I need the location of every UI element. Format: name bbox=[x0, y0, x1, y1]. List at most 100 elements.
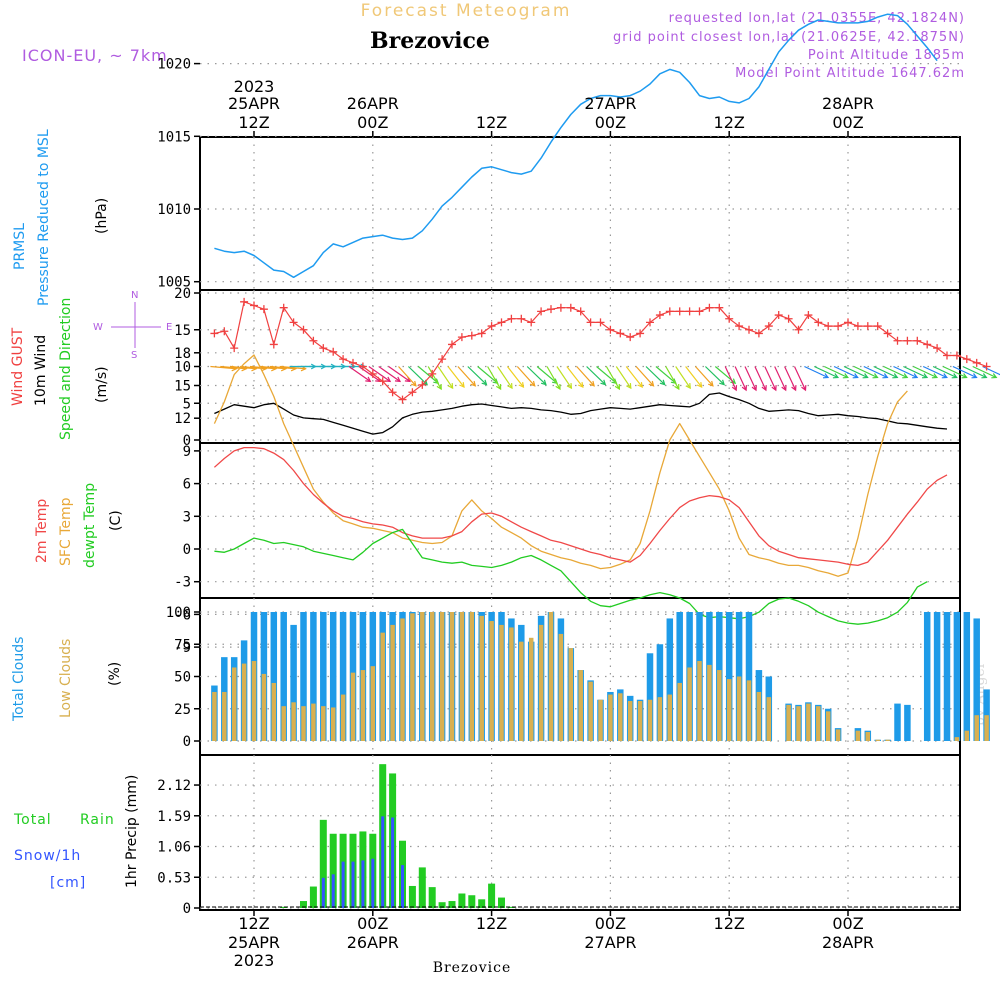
wind-label-c: Speed and Direction bbox=[58, 298, 74, 440]
gust-marker bbox=[903, 336, 912, 345]
wind-direction-arrowhead bbox=[730, 378, 737, 385]
low-clouds-bar bbox=[519, 641, 524, 741]
wind-speed-line bbox=[214, 392, 948, 435]
requested-coords: requested lon,lat (21.0355E, 42.1824N) bbox=[669, 11, 965, 26]
low-clouds-bar bbox=[499, 624, 504, 741]
compass-south: S bbox=[131, 350, 137, 361]
total-clouds-bar bbox=[904, 704, 911, 741]
low-clouds-bar bbox=[647, 699, 653, 741]
wind-direction-arrowhead bbox=[674, 383, 680, 391]
rain-bar bbox=[408, 885, 416, 908]
wind-direction-arrow bbox=[774, 366, 787, 391]
low-clouds-bar bbox=[637, 701, 643, 741]
total-clouds-bar bbox=[666, 618, 674, 741]
rain-bar bbox=[418, 867, 426, 908]
pressure-ytick-label: 1020 bbox=[157, 57, 191, 73]
low-clouds-bar bbox=[410, 613, 415, 741]
gust-marker bbox=[398, 395, 407, 404]
temperature-ytick-label: -3 bbox=[174, 575, 191, 591]
low-clouds-bar bbox=[736, 676, 742, 741]
wind-direction-arrow bbox=[863, 365, 888, 379]
total-clouds-bar bbox=[290, 624, 297, 741]
low-clouds-bar bbox=[657, 697, 663, 741]
bottom-hour-label: 00Z bbox=[357, 914, 388, 933]
gust-marker bbox=[794, 325, 803, 334]
wind-direction-arrow bbox=[605, 366, 620, 390]
low-clouds-bar bbox=[984, 715, 989, 741]
gust-marker bbox=[784, 314, 793, 323]
gust-marker bbox=[259, 305, 268, 314]
bottom-date-label: 27APR bbox=[584, 933, 636, 952]
gust-marker bbox=[438, 355, 447, 364]
top-year-label: 2023 bbox=[234, 77, 275, 96]
gust-marker bbox=[547, 305, 555, 314]
wind-direction-arrow bbox=[883, 365, 908, 379]
gust-marker bbox=[487, 322, 496, 331]
wind-direction-arrowhead bbox=[648, 380, 655, 387]
gust-marker bbox=[715, 303, 724, 312]
gust-marker bbox=[448, 340, 456, 349]
wind-direction-arrowhead bbox=[832, 373, 840, 379]
low-clouds-bar bbox=[241, 663, 247, 741]
rain-bar bbox=[498, 897, 505, 908]
low-clouds-bar bbox=[429, 612, 435, 741]
wind-direction-arrowhead bbox=[495, 383, 502, 391]
gust-marker bbox=[754, 329, 763, 338]
wind-direction-arrowhead bbox=[731, 385, 738, 392]
low-clouds-bar bbox=[825, 711, 831, 741]
gust-marker bbox=[527, 318, 536, 327]
wind-direction-arrow bbox=[615, 366, 632, 389]
gust-marker bbox=[309, 336, 318, 345]
wind-direction-arrowhead bbox=[394, 376, 402, 383]
dewpt-line bbox=[214, 528, 928, 625]
precip-unit: 1hr Precip (mm) bbox=[124, 775, 140, 888]
wind-direction-arrowhead bbox=[637, 382, 643, 388]
rain-bar bbox=[448, 901, 456, 908]
gust-marker bbox=[378, 377, 387, 386]
gust-marker bbox=[606, 325, 615, 334]
wind-direction-arrowhead bbox=[791, 385, 797, 392]
gust-marker bbox=[408, 388, 417, 397]
wind-direction-arrowhead bbox=[540, 379, 547, 386]
wind-direction-arrow bbox=[556, 366, 572, 389]
top-date-label: 25APR bbox=[228, 94, 280, 113]
total-clouds-bar bbox=[270, 612, 278, 741]
pressure-line bbox=[214, 13, 938, 279]
wind-direction-arrow bbox=[823, 365, 849, 379]
clouds-ytick-label: 100 bbox=[166, 605, 191, 621]
gust-marker bbox=[418, 380, 427, 389]
temperature-ytick-label: 12 bbox=[174, 411, 191, 427]
top-hour-label: 00Z bbox=[832, 113, 863, 132]
wind-direction-arrow bbox=[566, 366, 584, 388]
temperature-ytick-label: 18 bbox=[174, 346, 191, 362]
low-clouds-bar bbox=[756, 691, 762, 741]
gust-marker bbox=[467, 331, 476, 340]
wind-direction-arrowhead bbox=[470, 380, 477, 387]
gust-marker bbox=[665, 307, 674, 316]
wind-direction-arrowhead bbox=[614, 383, 621, 391]
wind-ytick-label: 20 bbox=[174, 286, 191, 302]
gust-marker bbox=[804, 311, 813, 320]
temperature-ytick-label: 3 bbox=[183, 509, 191, 525]
gust-marker bbox=[517, 314, 526, 323]
low-clouds-bar bbox=[400, 618, 405, 741]
clouds-ytick-label: 75 bbox=[174, 637, 191, 653]
low-clouds-bar bbox=[568, 648, 574, 741]
snow-bar bbox=[371, 858, 375, 908]
wind-direction-arrow bbox=[210, 365, 237, 370]
low-clouds-bar bbox=[786, 704, 791, 741]
gust-marker bbox=[952, 351, 961, 360]
gust-marker bbox=[358, 362, 367, 371]
wind-direction-arrowhead bbox=[801, 385, 807, 392]
pressure-label-b: Pressure Reduced to MSL bbox=[36, 129, 52, 306]
gust-marker bbox=[279, 303, 288, 312]
wind-direction-arrow bbox=[516, 366, 536, 387]
gust-marker bbox=[814, 318, 823, 327]
gust-marker bbox=[933, 344, 942, 353]
wind-direction-arrow bbox=[754, 366, 767, 391]
snow-bar bbox=[381, 816, 385, 908]
rain-bar bbox=[488, 883, 496, 908]
super-title: Forecast Meteogram bbox=[361, 1, 572, 21]
wind-direction-arrowhead bbox=[385, 376, 392, 383]
gust-marker bbox=[943, 351, 951, 360]
